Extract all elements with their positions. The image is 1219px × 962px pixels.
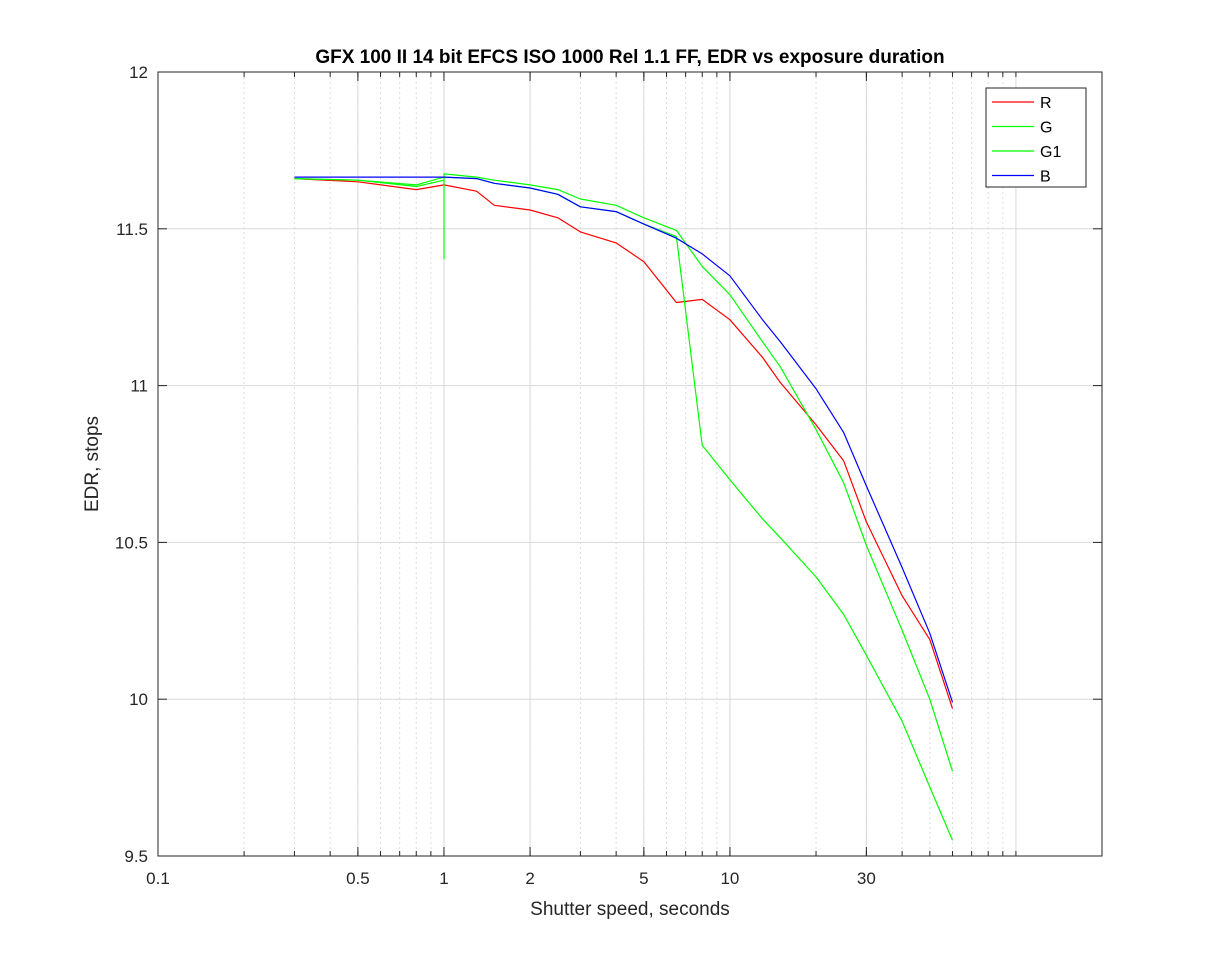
series-line-b: [294, 176, 954, 703]
x-tick-label: 0.1: [146, 869, 170, 888]
series-line-r: [294, 178, 954, 709]
legend-label: B: [1040, 169, 1051, 186]
series-line-g: [294, 173, 954, 772]
plot-area: [158, 72, 1102, 856]
y-tick-label: 10: [129, 690, 148, 709]
legend-label: R: [1040, 95, 1052, 112]
x-tick-label: 10: [720, 869, 739, 888]
chart-title: GFX 100 II 14 bit EFCS ISO 1000 Rel 1.1 …: [315, 47, 944, 68]
x-tick-label: 2: [525, 869, 534, 888]
y-axis-label: EDR, stops: [82, 416, 103, 512]
y-tick-label: 12: [129, 63, 148, 82]
x-tick-label: 1: [439, 869, 448, 888]
series-lines: [294, 173, 954, 841]
legend-label: G: [1040, 120, 1052, 137]
legend-label: G1: [1040, 144, 1061, 161]
x-tick-label: 5: [639, 869, 648, 888]
y-tick-label: 11: [130, 377, 148, 396]
y-tick-label: 11.5: [116, 220, 148, 239]
x-axis-label: Shutter speed, seconds: [530, 899, 730, 920]
y-tick-label: 10.5: [115, 533, 148, 552]
legend: RG G1 B: [985, 87, 1087, 188]
legend-box: [985, 87, 1087, 188]
x-tick-label: 30: [857, 869, 876, 888]
plot-frame: [157, 71, 1103, 857]
x-tick-label: 0.5: [346, 869, 370, 888]
y-tick-label: 9.5: [124, 847, 148, 866]
